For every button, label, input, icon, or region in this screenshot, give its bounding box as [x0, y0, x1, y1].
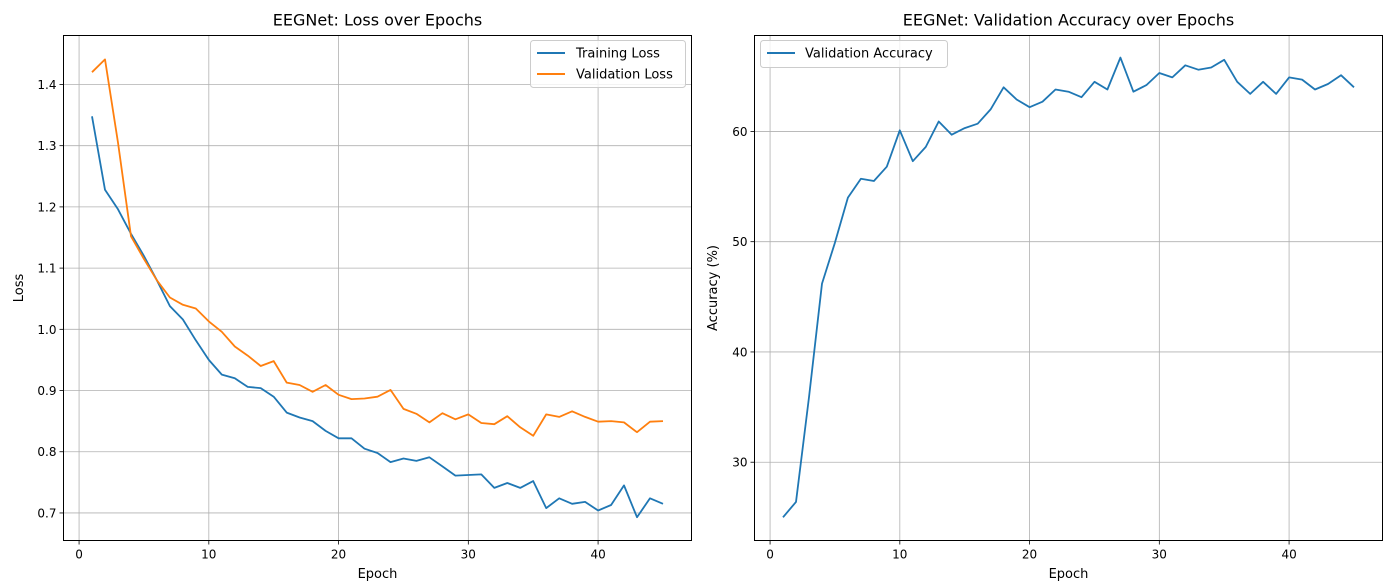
loss-x-tick-label: 0 [75, 548, 83, 562]
loss-y-tick-label: 1.0 [37, 323, 56, 337]
loss-chart: EEGNet: Loss over Epochs 0 10 20 30 40 0.7 0.8… [12, 11, 692, 582]
loss-y-tick-label: 0.8 [37, 445, 56, 459]
accuracy-y-tick-label: 30 [732, 456, 747, 470]
loss-chart-title: EEGNet: Loss over Epochs [273, 11, 482, 30]
accuracy-plot-frame [754, 35, 1383, 541]
accuracy-legend: Validation Accuracy [760, 40, 948, 68]
accuracy-ticks: 0 10 20 30 40 30 40 50 60 [732, 125, 1297, 562]
accuracy-x-tick-label: 30 [1152, 548, 1167, 562]
accuracy-chart-title: EEGNet: Validation Accuracy over Epochs [903, 11, 1235, 30]
accuracy-legend-box [760, 40, 948, 68]
series-line-validation-loss [91, 58, 664, 437]
accuracy-x-tick-label: 10 [892, 548, 907, 562]
loss-y-tick-label: 1.2 [37, 200, 56, 214]
accuracy-x-tick-label: 40 [1281, 548, 1296, 562]
accuracy-x-axis-label: Epoch [1049, 567, 1089, 582]
loss-x-axis-label: Epoch [358, 567, 398, 582]
loss-series-layer [91, 58, 664, 519]
legend-label-validation-accuracy: Validation Accuracy [805, 47, 933, 62]
accuracy-chart: EEGNet: Validation Accuracy over Epochs … [706, 11, 1383, 582]
accuracy-y-axis-label: Accuracy (%) [706, 245, 721, 331]
loss-ticks: 0 10 20 30 40 0.7 0.8 0.9 1.0 1.1 1.2 1.3 1.4 [37, 78, 605, 562]
accuracy-x-tick-label: 20 [1022, 548, 1037, 562]
loss-legend-box [530, 40, 686, 88]
loss-x-tick-label: 10 [201, 548, 216, 562]
legend-label-validation-loss: Validation Loss [576, 68, 673, 83]
accuracy-series-layer [782, 56, 1355, 518]
accuracy-y-tick-label: 40 [732, 345, 747, 359]
loss-plot-frame [63, 35, 692, 541]
legend-label-training-loss: Training Loss [575, 47, 660, 62]
accuracy-grid [754, 35, 1383, 541]
loss-x-tick-label: 30 [461, 548, 476, 562]
loss-y-tick-label: 1.3 [37, 139, 56, 153]
series-line-validation-accuracy [782, 56, 1355, 518]
loss-y-tick-label: 0.9 [37, 384, 56, 398]
loss-y-tick-label: 0.7 [37, 506, 56, 520]
accuracy-x-tick-label: 0 [766, 548, 774, 562]
loss-x-tick-label: 40 [590, 548, 605, 562]
loss-legend: Training Loss Validation Loss [530, 40, 686, 88]
accuracy-y-tick-label: 60 [732, 125, 747, 139]
loss-y-tick-label: 1.4 [37, 78, 56, 92]
loss-y-axis-label: Loss [12, 274, 27, 303]
loss-y-tick-label: 1.1 [37, 262, 56, 276]
accuracy-y-tick-label: 50 [732, 235, 747, 249]
series-line-training-loss [91, 116, 664, 519]
loss-x-tick-label: 20 [331, 548, 346, 562]
